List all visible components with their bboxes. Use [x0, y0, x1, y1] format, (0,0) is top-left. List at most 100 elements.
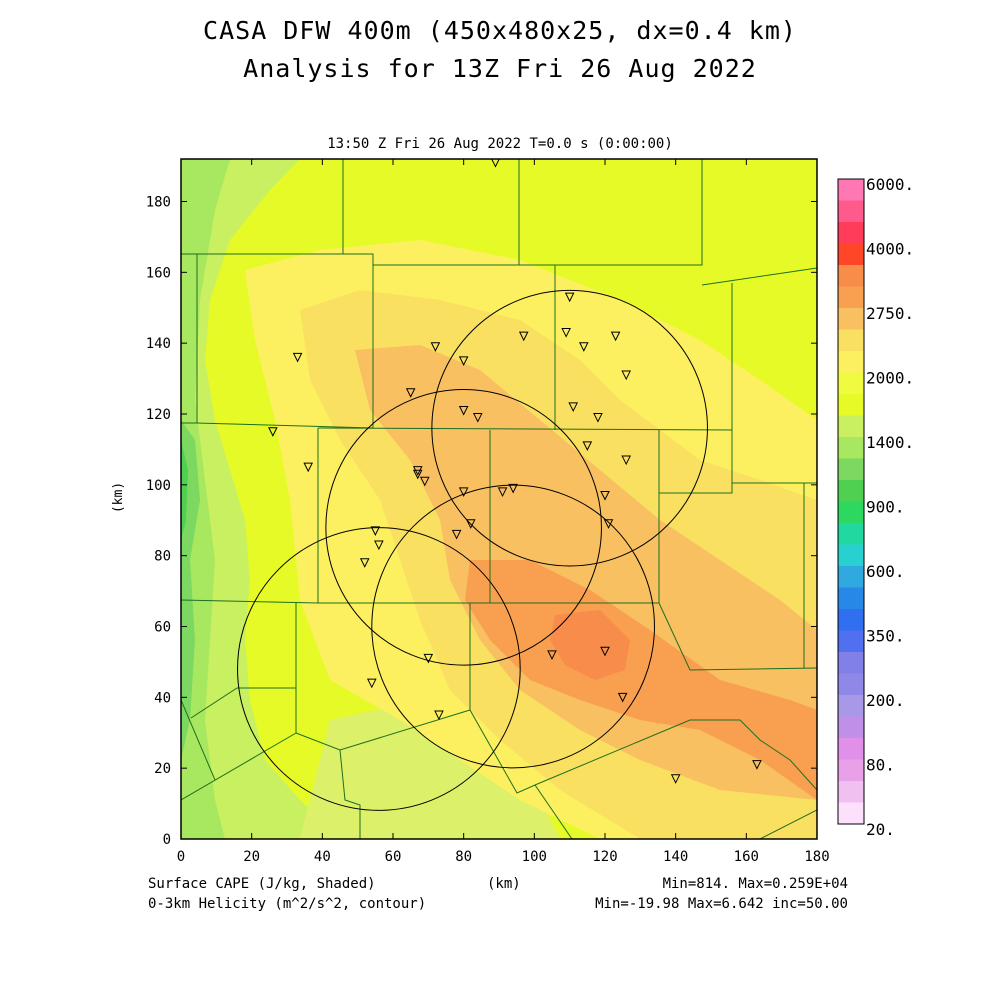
- y-tick-label: 120: [146, 407, 171, 423]
- station-marker: [370, 526, 381, 536]
- footer-field-shaded: Surface CAPE (J/kg, Shaded): [148, 876, 376, 892]
- x-tick-label: 180: [804, 849, 829, 865]
- colorbar-label: 900.: [866, 498, 905, 517]
- colorbar-label: 200.: [866, 691, 905, 710]
- station-marker: [303, 462, 314, 473]
- colorbar-swatch: [838, 544, 864, 566]
- station-marker: [508, 483, 518, 494]
- colorbar-swatch: [838, 738, 864, 760]
- colorbar-swatch: [838, 609, 864, 631]
- station-marker: [518, 331, 529, 342]
- station-marker: [458, 356, 469, 366]
- station-marker: [617, 692, 628, 703]
- x-tick-label: 160: [734, 849, 759, 865]
- station-marker: [423, 653, 434, 664]
- y-tick-label: 60: [154, 620, 171, 636]
- footer-stats-contour: Min=-19.98 Max=6.642 inc=50.00: [595, 896, 848, 912]
- colorbar-label: 4000.: [866, 240, 914, 259]
- station-marker: [600, 646, 610, 657]
- cape-1400-band: [181, 159, 340, 839]
- cape-1200-band: [181, 159, 230, 839]
- colorbar-swatch: [838, 394, 864, 416]
- station-marker: [497, 487, 508, 498]
- x-tick-label: 60: [385, 849, 402, 865]
- colorbar-swatch: [838, 222, 864, 244]
- colorbar-swatch: [838, 480, 864, 502]
- colorbar-swatch: [838, 759, 864, 781]
- colorbar-label: 350.: [866, 627, 905, 646]
- station-marker: [458, 487, 469, 498]
- colorbar-swatch: [838, 501, 864, 523]
- station-marker: [366, 678, 377, 689]
- colorbar-swatch: [838, 802, 864, 824]
- colorbar-swatch: [838, 458, 864, 480]
- plot-frame: [180, 158, 818, 840]
- station-marker: [593, 413, 603, 423]
- colorbar-label: 2750.: [866, 304, 914, 323]
- colorbar-label: 1400.: [866, 433, 914, 452]
- colorbar-label: 6000.: [866, 175, 914, 194]
- colorbar-frame: [837, 178, 865, 825]
- cape-2300-band: [465, 560, 817, 800]
- radar-circle-2: [371, 484, 655, 769]
- colorbar-swatch: [838, 308, 864, 330]
- y-tick-label: 80: [154, 549, 171, 565]
- radar-circle-1: [325, 389, 602, 666]
- station-marker: [419, 476, 430, 487]
- station-marker: [458, 405, 469, 416]
- x-tick-label: 120: [592, 849, 617, 865]
- station-marker: [374, 540, 384, 551]
- station-marker: [600, 490, 610, 501]
- x-tick-label: 0: [177, 849, 185, 865]
- station-marker: [752, 760, 762, 770]
- colorbar-label: 20.: [866, 820, 895, 839]
- colorbar-swatch: [838, 716, 864, 738]
- colorbar-swatch: [838, 286, 864, 308]
- station-marker: [582, 441, 593, 451]
- colorbar-swatch: [838, 587, 864, 609]
- colorbar-swatch: [838, 415, 864, 437]
- x-tick-label: 40: [314, 849, 331, 865]
- colorbar-swatch: [838, 200, 864, 222]
- y-tick-label: 160: [146, 265, 171, 281]
- colorbar: 6000. 4000. 2750. 2000. 1400. 900. 600. 350. 200…: [837, 175, 914, 839]
- station-marker: [491, 159, 500, 168]
- cape-2600-band: [550, 610, 630, 680]
- colorbar-swatch: [838, 652, 864, 674]
- y-tick-label: 0: [163, 832, 171, 848]
- colorbar-label: 80.: [866, 756, 895, 775]
- colorbar-swatch: [838, 265, 864, 287]
- colorbar-swatch: [838, 437, 864, 459]
- station-marker: [412, 469, 423, 480]
- station-marker: [578, 342, 589, 352]
- title-line-2: Analysis for 13Z Fri 26 Aug 2022: [243, 54, 757, 83]
- station-marker: [610, 331, 621, 342]
- station-marker: [465, 519, 476, 529]
- y-tick-label: 140: [146, 336, 171, 352]
- station-marker: [434, 710, 444, 721]
- station-marker: [547, 650, 557, 660]
- cape-800-band: [181, 440, 188, 540]
- y-tick-label: 20: [154, 761, 171, 777]
- station-marker: [472, 413, 483, 423]
- colorbar-label: 2000.: [866, 369, 914, 388]
- plot-subtitle: 13:50 Z Fri 26 Aug 2022 T=0.0 s (0:00:00…: [327, 136, 673, 152]
- colorbar-swatch: [838, 630, 864, 652]
- station-marker: [405, 388, 416, 398]
- county-boundaries: [181, 159, 817, 839]
- y-tick-label: 180: [146, 195, 171, 211]
- footer-stats-shaded: Min=814. Max=0.259E+04: [662, 876, 848, 892]
- colorbar-swatch: [838, 566, 864, 588]
- station-marker: [359, 558, 370, 568]
- cape-shading: [181, 159, 817, 839]
- station-markers: [268, 159, 762, 784]
- colorbar-swatch: [838, 329, 864, 351]
- colorbar-swatch: [838, 523, 864, 545]
- y-tick-label: 100: [146, 478, 171, 494]
- colorbar-label: 600.: [866, 562, 905, 581]
- y-tick-label: 40: [154, 690, 171, 706]
- radar-circle-0: [431, 289, 708, 567]
- x-tick-label: 80: [455, 849, 472, 865]
- footer-field-contour: 0-3km Helicity (m^2/s^2, contour): [148, 896, 427, 912]
